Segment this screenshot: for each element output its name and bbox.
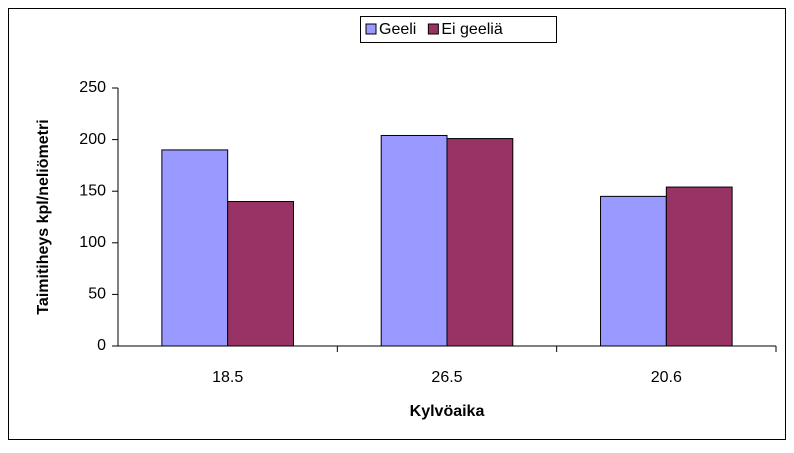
- bar: [600, 195, 667, 347]
- y-axis-label: Taimitiheys kpl/neliömetri: [35, 119, 52, 314]
- y-tick-label: 100: [79, 234, 106, 251]
- legend-swatch: [365, 23, 377, 35]
- bar: [380, 134, 448, 347]
- x-tick-label: 20.6: [651, 369, 682, 386]
- legend-label: Geeli: [379, 21, 416, 38]
- legend-box: [360, 16, 557, 43]
- y-tick-label: 0: [97, 337, 106, 354]
- legend: [360, 16, 557, 43]
- bar: [161, 149, 229, 347]
- y-tick-label: 50: [88, 286, 106, 303]
- y-tick-label: 200: [79, 131, 106, 148]
- legend-swatch: [427, 23, 439, 35]
- bar: [227, 201, 294, 347]
- legend-label: Ei geeliä: [441, 21, 502, 38]
- y-tick-label: 250: [79, 79, 106, 96]
- bar: [446, 138, 514, 347]
- bar: [665, 186, 733, 347]
- x-tick-label: 26.5: [431, 369, 462, 386]
- y-tick-label: 150: [79, 182, 106, 199]
- x-tick-label: 18.5: [212, 369, 243, 386]
- x-axis-label: Kylvöaika: [410, 403, 485, 420]
